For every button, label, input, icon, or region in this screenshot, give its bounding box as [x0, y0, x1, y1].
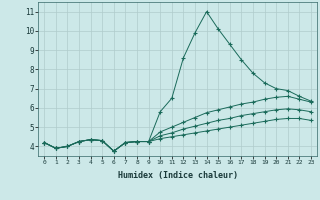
X-axis label: Humidex (Indice chaleur): Humidex (Indice chaleur) [118, 171, 238, 180]
